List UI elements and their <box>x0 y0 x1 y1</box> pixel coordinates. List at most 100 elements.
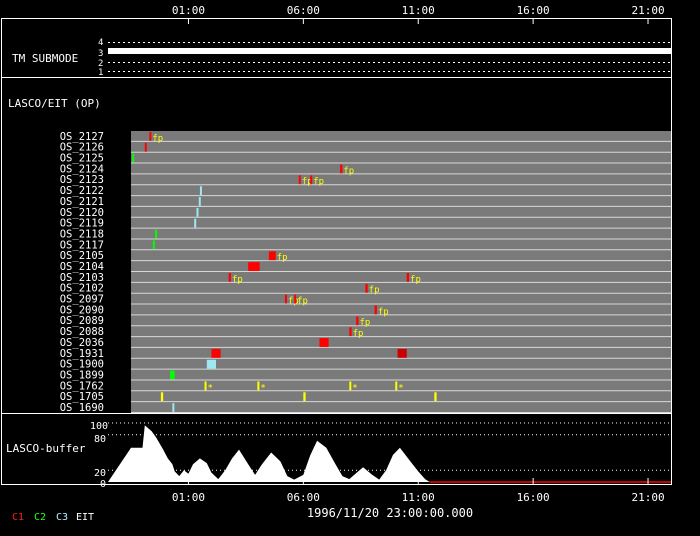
bottom-axis-label: 21:00 <box>631 491 664 504</box>
lasco-eit-label: LASCO/EIT (OP) <box>8 97 101 110</box>
os-event-bar[interactable] <box>211 348 221 358</box>
os-event-bar[interactable] <box>152 240 155 250</box>
os-row-label: OS_2119 <box>60 218 104 230</box>
os-event-tag: fp <box>277 253 288 263</box>
os-event-tag: * <box>398 383 403 393</box>
os-event-bar[interactable] <box>155 229 158 239</box>
os-event-bar[interactable] <box>199 186 202 196</box>
os-event-bar[interactable] <box>310 175 313 185</box>
buffer-tick-100: 100 <box>90 421 108 432</box>
os-event-bar[interactable] <box>340 164 343 174</box>
os-row-label: OS_2089 <box>60 315 104 327</box>
os-event-bar[interactable] <box>144 142 147 152</box>
os-row-label: OS_2090 <box>60 304 104 316</box>
os-row-label: OS_2088 <box>60 326 104 338</box>
os-event-bar[interactable] <box>298 175 301 185</box>
tm-submode-panel: TM SUBMODE 4 3 2 1 <box>12 38 671 78</box>
bottom-axis-label: 06:00 <box>287 491 320 504</box>
os-row-label: OS_2102 <box>60 283 104 295</box>
os-event-bar[interactable] <box>395 381 398 391</box>
os-event-bar[interactable] <box>149 132 152 141</box>
os-row-label: OS_2104 <box>60 261 104 273</box>
os-event-bar[interactable] <box>303 392 306 402</box>
os-row-label: OS_2124 <box>60 163 104 175</box>
os-row-label: OS_1762 <box>60 380 104 392</box>
os-event-bar[interactable] <box>406 273 410 282</box>
os-row-label: OS_2103 <box>60 272 104 284</box>
os-event-bar[interactable] <box>196 207 199 217</box>
os-row-label: OS_2097 <box>60 294 104 306</box>
os-event-tag: fp <box>359 318 370 328</box>
os-row-label: OS_2117 <box>60 239 104 251</box>
os-event-tag: fp <box>313 177 324 187</box>
bottom-axis-label: 11:00 <box>402 491 435 504</box>
os-row-label: OS_2105 <box>60 250 104 262</box>
os-event-tag: fp <box>302 177 313 187</box>
top-axis-label: 06:00 <box>287 4 320 17</box>
os-event-bar[interactable] <box>356 316 359 326</box>
os-event-tag: fp <box>343 166 354 176</box>
os-event-tag: fp <box>288 297 299 307</box>
os-event-bar[interactable] <box>194 218 197 228</box>
buffer-area <box>108 425 671 482</box>
legend-c2: C2 <box>34 512 46 523</box>
os-row-label: OS_2118 <box>60 228 104 240</box>
os-row-label: OS_2123 <box>60 174 104 186</box>
buffer-label: LASCO-buffer <box>6 442 86 455</box>
os-row-label: OS_1900 <box>60 359 104 371</box>
os-event-bar[interactable] <box>132 153 135 163</box>
os-event-bar[interactable] <box>228 273 231 282</box>
os-row-label: OS_1899 <box>60 369 104 381</box>
top-axis-label: 16:00 <box>517 4 550 17</box>
os-row-label: OS_1690 <box>60 402 104 414</box>
buffer-panel: LASCO-buffer 100 80 20 0 <box>6 421 671 490</box>
os-event-bar[interactable] <box>206 359 217 369</box>
os-event-bar[interactable] <box>349 327 352 337</box>
top-time-axis: 01:00 06:00 11:00 16:00 21:00 <box>172 4 665 24</box>
os-event-tag: fp <box>378 307 389 317</box>
os-event-bar[interactable] <box>172 403 175 412</box>
os-event-tag: fp <box>353 329 364 339</box>
buffer-tick-20: 20 <box>94 468 106 479</box>
os-row-label: OS_2121 <box>60 196 104 208</box>
legend-c1: C1 <box>12 512 24 523</box>
os-event-tag: * <box>208 383 213 393</box>
os-event-bar[interactable] <box>397 348 407 358</box>
os-event-bar[interactable] <box>365 283 368 293</box>
os-event-tag: fp <box>369 286 380 296</box>
legend-eit: EIT <box>76 512 94 523</box>
os-event-tag: fp <box>297 297 308 307</box>
os-row-group: OS_2127OS_2126OS_2125OS_2124OS_2123OS_21… <box>60 131 671 414</box>
os-event-bar[interactable] <box>284 294 287 304</box>
os-event-bar[interactable] <box>204 381 207 391</box>
os-event-bar[interactable] <box>257 381 260 391</box>
os-row-label: OS_1705 <box>60 391 104 403</box>
plot-frame <box>1 18 672 485</box>
tm-level-3: 3 <box>98 49 103 59</box>
os-event-bar[interactable] <box>160 392 164 402</box>
os-event-bar[interactable] <box>374 305 377 315</box>
os-event-bar[interactable] <box>434 392 437 402</box>
tm-level-2: 2 <box>98 59 103 69</box>
top-axis-label: 21:00 <box>631 4 664 17</box>
os-event-bar[interactable] <box>268 251 276 261</box>
bottom-axis-label: 01:00 <box>172 491 205 504</box>
os-event-bar[interactable] <box>248 262 260 271</box>
os-event-tag: fp <box>232 275 243 285</box>
os-row-label: OS_1931 <box>60 348 104 360</box>
tm-level-1: 1 <box>98 68 103 78</box>
os-row-label: OS_2036 <box>60 337 104 349</box>
os-event-tag: * <box>352 383 357 393</box>
os-event-bar[interactable] <box>170 370 175 380</box>
tm-level-4: 4 <box>98 38 103 48</box>
os-row-label: OS_2125 <box>60 153 104 165</box>
os-event-bar[interactable] <box>349 381 352 391</box>
os-event-bar[interactable] <box>294 294 297 304</box>
legend-c3: C3 <box>56 512 68 523</box>
os-event-bar[interactable] <box>319 338 329 347</box>
os-event-bar[interactable] <box>198 197 201 206</box>
bottom-axis-label: 16:00 <box>517 491 550 504</box>
tm-submode-label: TM SUBMODE <box>12 52 78 65</box>
